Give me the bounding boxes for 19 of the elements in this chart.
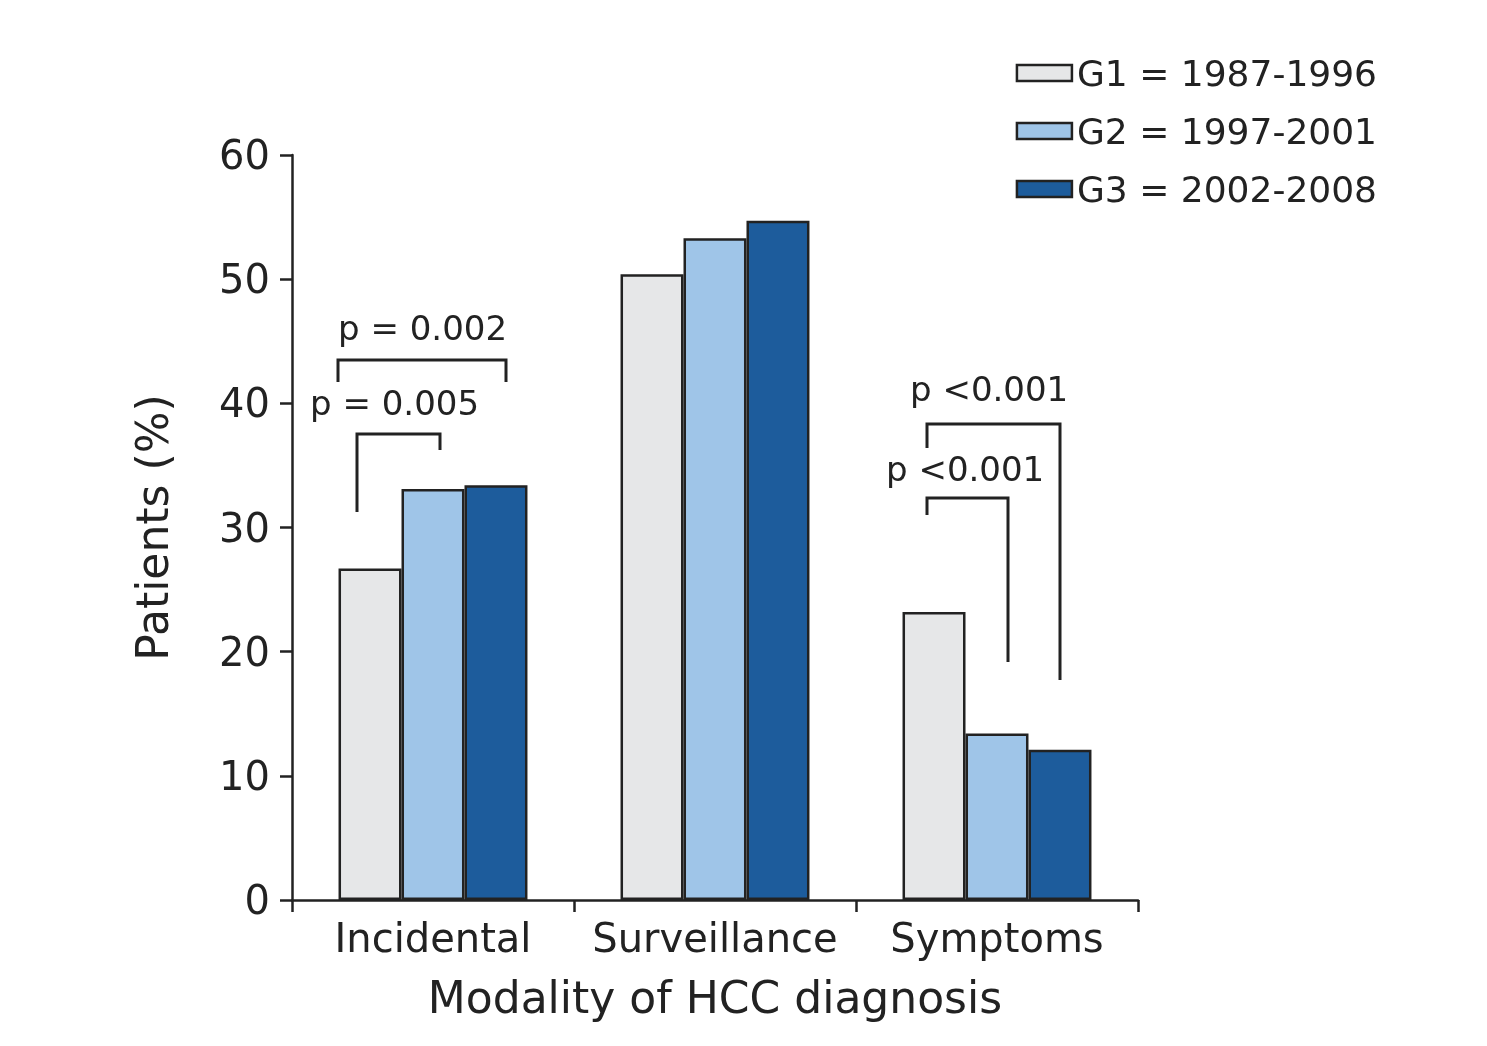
legend-label: G1 = 1987-1996 — [1076, 52, 1377, 94]
annotation: p = 0.005 — [310, 383, 480, 423]
y-tick-label: 50 — [219, 256, 270, 303]
y-tick-label: 40 — [219, 380, 270, 427]
annotation: p <0.001 — [886, 449, 1045, 489]
x-tick-label: Incidental — [334, 915, 532, 961]
y-tick-label: 0 — [244, 877, 270, 923]
x-tick-label: Surveillance — [592, 915, 838, 961]
x-axis-title: Modality of HCC diagnosis — [427, 971, 1003, 1023]
y-tick-label: 10 — [219, 752, 270, 799]
y-axis-title: Patients (%) — [126, 394, 178, 661]
legend-label: G3 = 2002-2008 — [1076, 168, 1377, 210]
y-tick-label: 20 — [219, 628, 270, 675]
y-tick-label: 60 — [219, 132, 270, 178]
y-tick-label: 30 — [219, 504, 270, 551]
annotation: p = 0.002 — [338, 308, 508, 348]
x-tick-label: Symptoms — [890, 915, 1104, 961]
legend-label: G2 = 1997-2001 — [1076, 110, 1377, 152]
annotation: p <0.001 — [910, 369, 1069, 409]
